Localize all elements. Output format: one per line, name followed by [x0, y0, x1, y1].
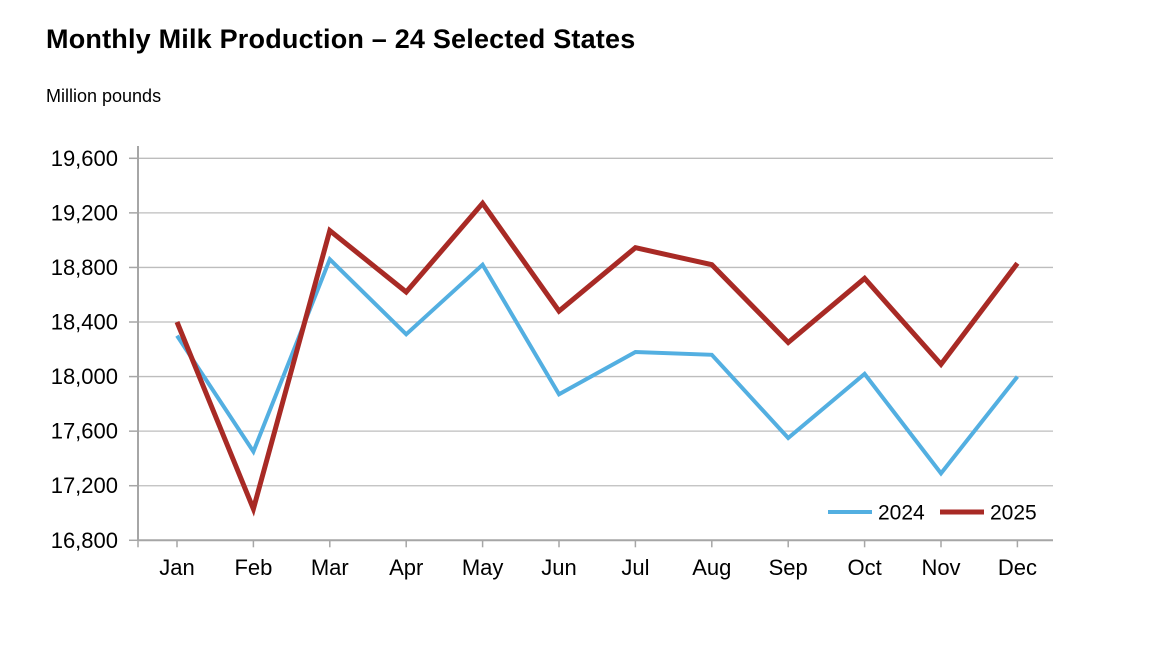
x-axis-month-label: Sep	[769, 555, 808, 580]
x-axis-month-label: Nov	[921, 555, 960, 580]
y-axis-tick-label: 18,400	[51, 310, 118, 335]
y-axis-tick-label: 16,800	[51, 528, 118, 553]
y-axis-tick-label: 19,600	[51, 146, 118, 171]
x-axis-month-label: May	[462, 555, 504, 580]
y-axis-tick-label: 19,200	[51, 200, 118, 225]
y-axis-tick-label: 18,000	[51, 364, 118, 389]
y-axis-tick-label: 17,200	[51, 473, 118, 498]
x-axis-month-label: Jan	[159, 555, 194, 580]
x-axis-month-label: Aug	[692, 555, 731, 580]
y-axis-units-label: Million pounds	[46, 86, 162, 106]
series-line-2025	[174, 199, 1020, 517]
series-line-2024	[175, 255, 1019, 477]
chart-title: Monthly Milk Production – 24 Selected St…	[46, 24, 636, 54]
y-axis-tick-label: 17,600	[51, 419, 118, 444]
x-axis-month-label: Feb	[234, 555, 272, 580]
y-axis-tick-label: 18,800	[51, 255, 118, 280]
x-axis-month-label: Mar	[311, 555, 349, 580]
legend-label-2025: 2025	[990, 502, 1037, 525]
x-axis-month-label: Apr	[389, 555, 423, 580]
x-axis-month-label: Jul	[621, 555, 649, 580]
x-axis-month-label: Jun	[541, 555, 576, 580]
x-axis-month-label: Oct	[847, 555, 881, 580]
legend-label-2024: 2024	[878, 502, 925, 525]
x-axis-month-label: Dec	[998, 555, 1037, 580]
